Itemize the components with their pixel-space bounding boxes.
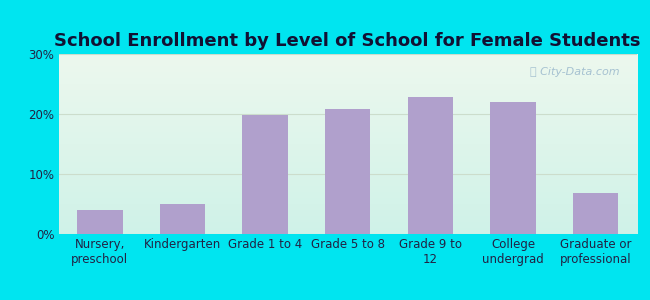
Bar bbox=[242, 115, 288, 234]
Bar bbox=[77, 210, 123, 234]
Text: ⓘ City-Data.com: ⓘ City-Data.com bbox=[530, 67, 619, 76]
Bar bbox=[325, 109, 370, 234]
Bar bbox=[573, 193, 618, 234]
Bar bbox=[408, 97, 453, 234]
Bar bbox=[490, 102, 536, 234]
Bar bbox=[160, 204, 205, 234]
Title: School Enrollment by Level of School for Female Students: School Enrollment by Level of School for… bbox=[55, 32, 641, 50]
